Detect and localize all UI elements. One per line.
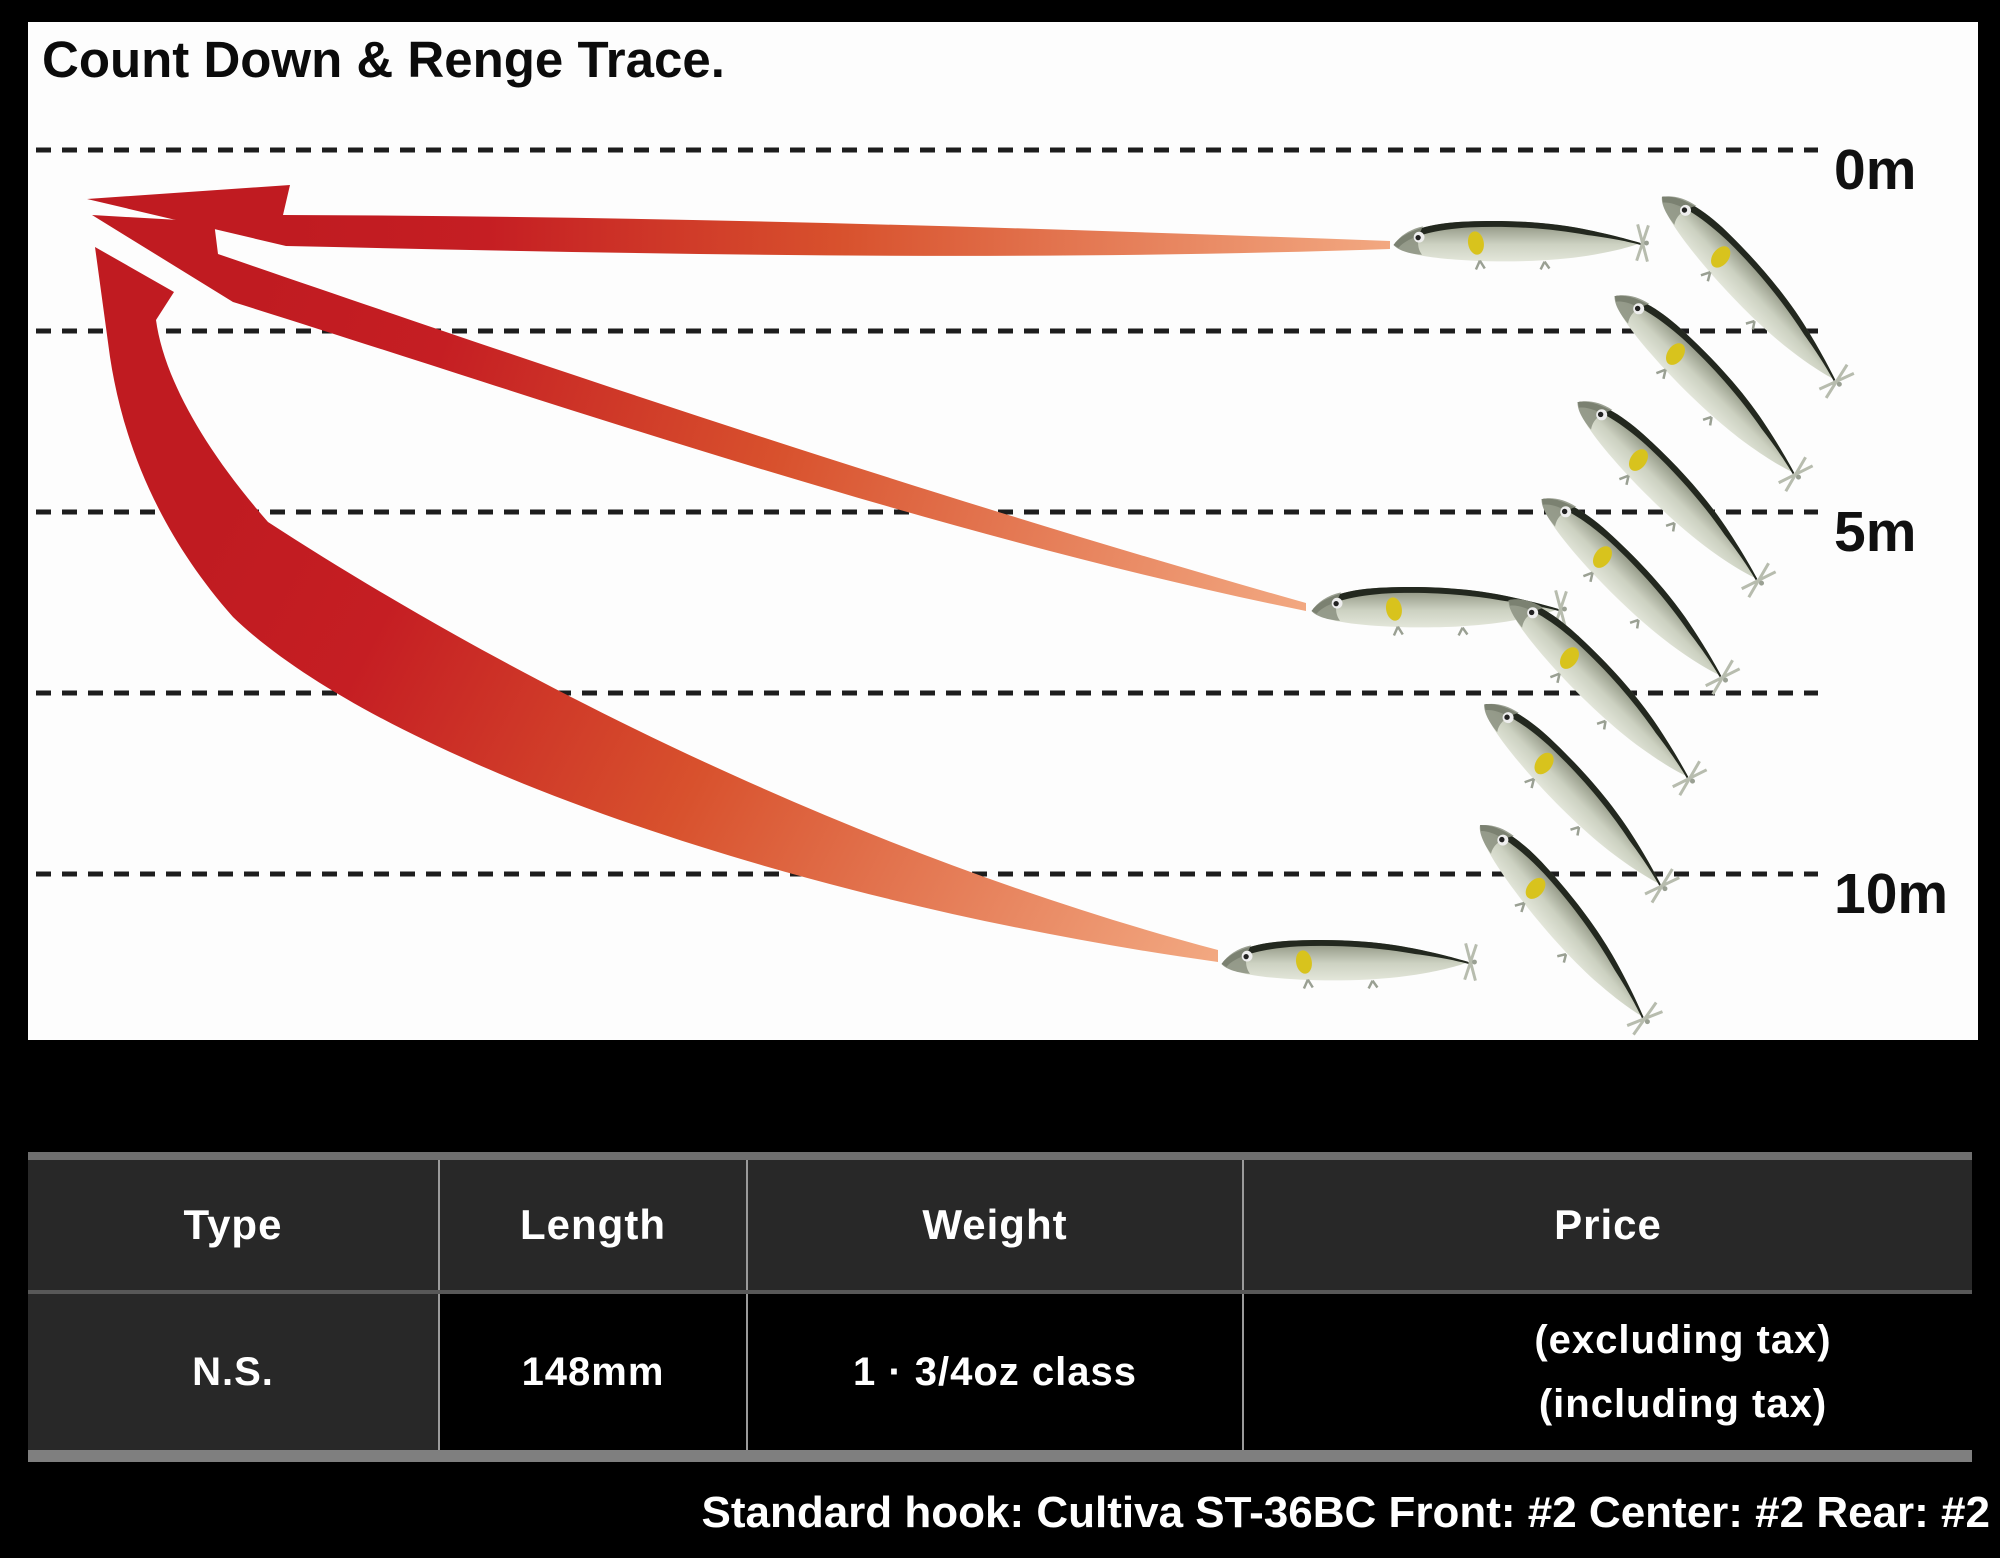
depth-label-5m: 5m — [1834, 500, 1917, 564]
table-bottom-border — [28, 1450, 1972, 1462]
cell-length: 148mm — [438, 1294, 746, 1450]
price-excluding-tax: (excluding tax) — [1534, 1318, 1832, 1362]
diagram-title: Count Down & Renge Trace. — [42, 31, 725, 88]
cell-weight: 1 · 3/4oz class — [746, 1294, 1242, 1450]
trace-arrow-5m — [92, 215, 1306, 611]
depth-label-10m: 10m — [1834, 862, 1949, 926]
header-weight: Weight — [746, 1160, 1242, 1290]
count-down-diagram-panel: Count Down & Renge Trace. 0m 5m 10m — [28, 22, 1978, 1040]
trace-arrow-0m — [87, 185, 1390, 256]
lure-horizontal-10m — [1220, 938, 1479, 990]
header-length: Length — [438, 1160, 746, 1290]
depth-label-0m: 0m — [1834, 138, 1917, 202]
spec-table: Type Length Weight Price N.S. 148mm 1 · … — [28, 1152, 1972, 1462]
trace-arrow-10m — [95, 247, 1218, 962]
table-top-border — [28, 1152, 1972, 1160]
standard-hook-note: Standard hook: Cultiva ST-36BC Front: #2… — [701, 1488, 1990, 1537]
cell-type: N.S. — [28, 1294, 438, 1450]
lure-horizontal-0m — [1392, 219, 1651, 271]
cell-price: (excluding tax) (including tax) — [1242, 1294, 1972, 1450]
header-type: Type — [28, 1160, 438, 1290]
table-header-divider — [28, 1290, 1972, 1294]
header-price: Price — [1242, 1160, 1972, 1290]
table-data-row: N.S. 148mm 1 · 3/4oz class (excluding ta… — [28, 1294, 1972, 1450]
count-down-diagram — [36, 147, 1860, 1040]
table-header-row: Type Length Weight Price — [28, 1160, 1972, 1290]
price-including-tax: (including tax) — [1538, 1382, 1828, 1426]
